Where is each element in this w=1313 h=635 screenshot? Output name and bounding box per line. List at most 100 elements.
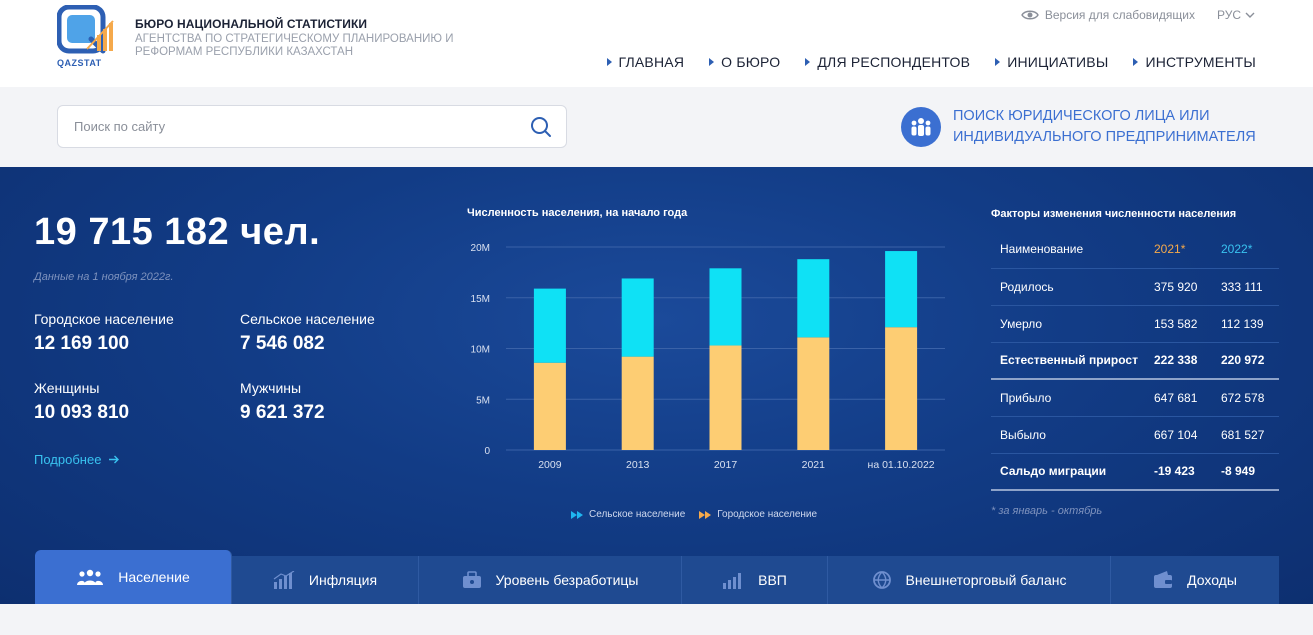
indicator-tabs: Население Инфляция Уровень безработицы В… xyxy=(35,550,1279,604)
table-cell: Родилось xyxy=(991,268,1154,306)
men-population: Мужчины 9 621 372 xyxy=(240,380,325,424)
tab-unemployment[interactable]: Уровень безработицы xyxy=(419,556,682,604)
triangle-right-icon xyxy=(805,58,811,66)
tab-gdp[interactable]: ВВП xyxy=(682,556,828,604)
women-label: Женщины xyxy=(34,380,100,396)
y-tick-label: 15M xyxy=(471,294,490,305)
more-link[interactable]: Подробнее xyxy=(34,452,120,467)
y-tick-label: 5M xyxy=(476,395,490,406)
language-selector[interactable]: РУС xyxy=(1217,8,1255,22)
women-population: Женщины 10 093 810 xyxy=(34,380,129,424)
men-value: 9 621 372 xyxy=(240,402,325,423)
logo-wordmark: QAZSTAT xyxy=(57,58,102,68)
table-header-cell: 2021* xyxy=(1154,231,1221,269)
org-subtitle-line-1: АГЕНТСТВА ПО СТРАТЕГИЧЕСКОМУ ПЛАНИРОВАНИ… xyxy=(135,33,454,45)
table-cell: Естественный прирост xyxy=(991,342,1154,380)
men-label: Мужчины xyxy=(240,380,302,396)
urban-population-label: Городское население xyxy=(34,311,174,327)
search-icon[interactable] xyxy=(530,116,552,138)
globe-icon xyxy=(872,571,891,589)
population-dashboard: 19 715 182 чел. Данные на 1 ноября 2022г… xyxy=(0,167,1313,604)
eye-icon xyxy=(1021,10,1039,20)
table-row: Естественный прирост 222 338 220 972 xyxy=(991,342,1279,380)
legal-entity-search-link[interactable]: ПОИСК ЮРИДИЧЕСКОГО ЛИЦА ИЛИ ИНДИВИДУАЛЬН… xyxy=(901,106,1273,148)
triangle-right-icon xyxy=(709,58,715,66)
tab-label: Внешнеторговый баланс xyxy=(905,572,1067,588)
nav-item-tools[interactable]: ИНСТРУМЕНТЫ xyxy=(1133,54,1256,70)
table-row: Прибыло 647 681 672 578 xyxy=(991,379,1279,417)
briefcase-icon xyxy=(462,571,481,588)
table-cell: 672 578 xyxy=(1221,379,1279,417)
nav-item-initiatives[interactable]: ИНИЦИАТИВЫ xyxy=(995,54,1108,70)
table-cell: -19 423 xyxy=(1154,453,1221,491)
urban-population-value: 12 169 100 xyxy=(34,333,130,354)
table-row: Выбыло 667 104 681 527 xyxy=(991,416,1279,454)
legal-search-line-2: ИНДИВИДУАЛЬНОГО ПРЕДПРИНИМАТЕЛЯ xyxy=(953,129,1256,145)
legal-entity-search-label: ПОИСК ЮРИДИЧЕСКОГО ЛИЦА ИЛИ ИНДИВИДУАЛЬН… xyxy=(953,106,1273,148)
org-subtitle-line-2: РЕФОРМАМ РЕСПУБЛИКИ КАЗАХСТАН xyxy=(135,46,354,58)
table-cell: 220 972 xyxy=(1221,342,1279,380)
table-cell: 375 920 xyxy=(1154,268,1221,306)
tab-population[interactable]: Население xyxy=(35,550,232,604)
nav-item-about[interactable]: О БЮРО xyxy=(709,54,780,70)
qazstat-logo-icon[interactable] xyxy=(57,5,119,71)
rural-population-label: Сельское население xyxy=(240,311,375,327)
bar-segment xyxy=(533,362,566,450)
tab-label: Доходы xyxy=(1187,572,1237,588)
site-header: QAZSTAT БЮРО НАЦИОНАЛЬНОЙ СТАТИСТИКИ АГЕ… xyxy=(0,0,1313,87)
main-navigation: ГЛАВНАЯ О БЮРО ДЛЯ РЕСПОНДЕНТОВ ИНИЦИАТИ… xyxy=(606,54,1256,70)
low-vision-link[interactable]: Версия для слабовидящих xyxy=(1021,8,1195,22)
nav-item-label: ИНСТРУМЕНТЫ xyxy=(1145,54,1256,70)
site-search xyxy=(57,105,567,148)
chart-legend: Сельское население Городское население xyxy=(571,509,817,520)
bar-segment xyxy=(621,356,654,450)
legend-label: Сельское население xyxy=(589,509,686,520)
table-cell: 222 338 xyxy=(1154,342,1221,380)
search-input[interactable] xyxy=(74,106,514,147)
tab-inflation[interactable]: Инфляция xyxy=(232,556,419,604)
language-label: РУС xyxy=(1216,8,1241,22)
table-cell: 667 104 xyxy=(1154,416,1221,454)
x-tick-label: 2013 xyxy=(626,459,650,471)
bar-segment xyxy=(533,288,566,363)
nav-item-label: ИНИЦИАТИВЫ xyxy=(1007,54,1109,70)
table-cell: Сальдо миграции xyxy=(991,453,1154,491)
tab-income[interactable]: Доходы xyxy=(1111,556,1279,604)
table-cell: Выбыло xyxy=(991,416,1154,454)
y-tick-label: 0 xyxy=(484,446,490,457)
data-date: Данные на 1 ноября 2022г. xyxy=(34,271,174,283)
nav-item-label: О БЮРО xyxy=(721,54,781,70)
nav-item-label: ДЛЯ РЕСПОНДЕНТОВ xyxy=(817,54,971,70)
organization-title: БЮРО НАЦИОНАЛЬНОЙ СТАТИСТИКИ АГЕНТСТВА П… xyxy=(135,17,465,59)
bar-segment xyxy=(885,251,918,328)
arrow-right-icon xyxy=(109,455,120,464)
bar-segment xyxy=(885,327,918,450)
table-cell: 112 139 xyxy=(1221,305,1279,343)
tab-trade-balance[interactable]: Внешнеторговый баланс xyxy=(828,556,1111,604)
bar-chart-icon xyxy=(273,571,295,589)
rural-population-value: 7 546 082 xyxy=(240,333,325,354)
y-tick-label: 10M xyxy=(471,345,490,356)
nav-item-home[interactable]: ГЛАВНАЯ xyxy=(606,54,685,70)
chart-title: Численность населения, на начало года xyxy=(467,207,688,219)
table-cell: 333 111 xyxy=(1221,268,1279,306)
page-bottom-area xyxy=(0,604,1313,635)
people-icon xyxy=(901,107,941,147)
low-vision-label: Версия для слабовидящих xyxy=(1044,8,1195,22)
bar-segment xyxy=(797,259,830,338)
legal-search-line-1: ПОИСК ЮРИДИЧЕСКОГО ЛИЦА ИЛИ xyxy=(953,108,1210,124)
y-tick-label: 20M xyxy=(471,243,490,254)
nav-item-label: ГЛАВНАЯ xyxy=(618,54,685,70)
factors-title: Факторы изменения численности населения xyxy=(991,208,1237,220)
triangle-right-icon xyxy=(1133,58,1139,66)
women-value: 10 093 810 xyxy=(34,402,130,423)
table-cell: 153 582 xyxy=(1154,305,1221,343)
legend-label: Городское население xyxy=(717,509,818,520)
chevron-down-icon xyxy=(1245,12,1255,18)
header-utilities: Версия для слабовидящих РУС xyxy=(1021,8,1255,22)
nav-item-respondents[interactable]: ДЛЯ РЕСПОНДЕНТОВ xyxy=(805,54,970,70)
tab-label: Население xyxy=(118,569,190,585)
x-tick-label: 2021 xyxy=(802,459,826,471)
rural-population: Сельское население 7 546 082 xyxy=(240,311,375,355)
table-cell: Умерло xyxy=(991,305,1154,343)
